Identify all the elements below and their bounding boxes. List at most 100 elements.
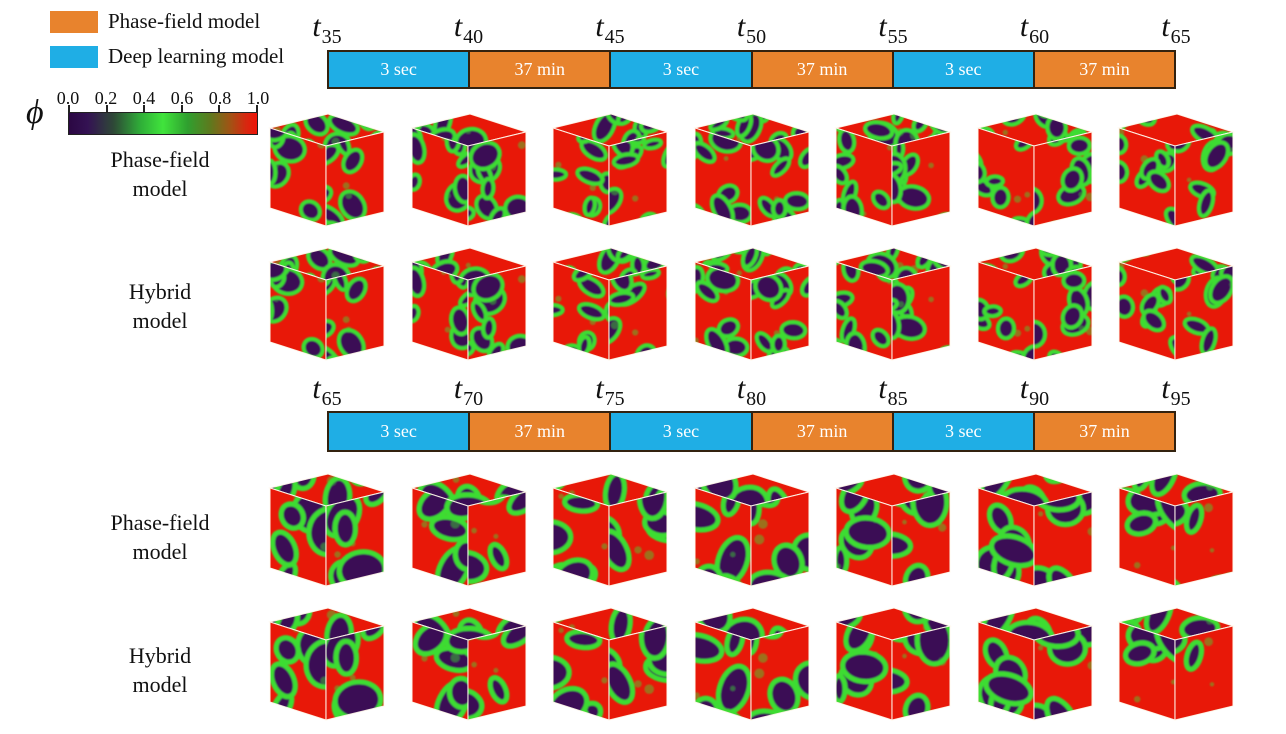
- timeline-segment-label: 37 min: [514, 59, 566, 79]
- time-variable: t: [736, 372, 746, 405]
- timeline-segment-37min: 37 min: [750, 413, 892, 450]
- timeline-segment-37min: 37 min: [468, 413, 610, 450]
- colorbar-tick-label: 0.4: [132, 88, 156, 108]
- cube-phase-field-t75: [550, 473, 670, 587]
- timeline-segment-label: 37 min: [1079, 59, 1130, 79]
- time-label-t35: t35: [312, 12, 341, 48]
- cube-hybrid-t35: [267, 247, 387, 361]
- cube-phase-field-t65: [267, 473, 387, 587]
- time-subscript: 50: [746, 26, 767, 48]
- cube-left-face: [270, 128, 326, 226]
- time-subscript: 65: [1170, 26, 1191, 48]
- colorbar-gradient-bar: [68, 112, 258, 135]
- timeline-segment-label: 37 min: [796, 59, 848, 79]
- timeline-segment-37min: 37 min: [1032, 52, 1175, 87]
- timeline-segment-label: 3 sec: [945, 421, 982, 441]
- cube-hybrid-t65: [1116, 247, 1236, 361]
- cube-phase-field-t60: [975, 113, 1094, 227]
- cube-phase-field-t50: [692, 113, 811, 227]
- colorbar-tick-labels: 0.0 0.2 0.4 0.6 0.8 1.0: [57, 88, 270, 108]
- cube-left-face: [977, 262, 1034, 360]
- colorbar-tick-label: 0.6: [170, 88, 194, 108]
- cube-left-face: [1119, 262, 1175, 360]
- time-variable: t: [736, 10, 746, 43]
- time-label-t40: t40: [454, 12, 484, 48]
- cube-hybrid-t45: [550, 247, 670, 361]
- colorbar-tick-mark: [105, 105, 108, 112]
- cube-left-face: [836, 622, 892, 720]
- cube-right-face: [892, 266, 950, 360]
- time-subscript: 65: [321, 388, 342, 410]
- colorbar-tick-mark: [143, 105, 146, 112]
- cube-phase-field-t85: [833, 473, 953, 587]
- time-label-t50: t50: [736, 10, 767, 48]
- cube-left-face: [836, 488, 892, 586]
- time-label-t70: t70: [454, 374, 484, 410]
- timeline-segment-3sec: 3 sec: [609, 52, 751, 87]
- timeline-segment-label: 37 min: [796, 421, 848, 441]
- cube-hybrid-t70: [409, 607, 528, 721]
- cube-phase-field-t70: [409, 473, 528, 587]
- cube-hybrid-t60: [975, 247, 1094, 361]
- timeline-segment-3sec: 3 sec: [891, 413, 1033, 450]
- cube-phase-field-t95: [1116, 473, 1236, 587]
- time-subscript: 60: [1029, 26, 1050, 48]
- phi-symbol: ϕ: [26, 94, 44, 131]
- time-label-t60: t60: [1020, 12, 1050, 48]
- time-label-t85: t85: [878, 372, 907, 410]
- colorbar-tick-mark: [68, 105, 70, 112]
- row-label-hybrid: Hybrid model: [128, 278, 192, 333]
- legend-swatch-deep-learning: [50, 45, 98, 68]
- cube-hybrid-t80: [692, 607, 811, 721]
- cube-hybrid-t95: [1116, 607, 1236, 721]
- timeline-segment-3sec: 3 sec: [891, 52, 1033, 87]
- timeline-segment-label: 37 min: [514, 421, 566, 441]
- cube-right-face: [326, 132, 384, 226]
- timeline-segment-label: 3 sec: [945, 59, 982, 79]
- legend-item-label: Deep learning model: [108, 44, 285, 68]
- colorbar-tick-mark: [218, 105, 221, 112]
- time-variable: t: [878, 10, 887, 43]
- timeline-segment-label: 3 sec: [380, 59, 417, 79]
- cube-right-face: [467, 266, 526, 360]
- cube-phase-field-t55: [833, 113, 953, 227]
- cube-hybrid-t40: [409, 247, 528, 361]
- cube-hybrid-t55: [833, 247, 953, 361]
- colorbar-tick-marks: [68, 105, 258, 112]
- time-subscript: 45: [604, 26, 625, 48]
- time-subscript: 70: [463, 388, 484, 410]
- time-subscript: 40: [463, 26, 484, 48]
- time-variable: t: [595, 372, 604, 405]
- cube-phase-field-t45: [550, 113, 670, 227]
- time-variable: t: [1161, 372, 1170, 405]
- cube-hybrid-t90: [975, 607, 1094, 721]
- legend-swatch-phase-field: [50, 10, 98, 33]
- colorbar-tick-mark: [180, 105, 183, 112]
- cube-phase-field-t40: [409, 113, 528, 227]
- timeline-segment-3sec: 3 sec: [329, 52, 469, 87]
- cube-left-face: [836, 262, 892, 360]
- row-label-phase-field: Phase-field model: [110, 146, 210, 201]
- cube-right-face: [750, 266, 809, 360]
- time-variable: t: [878, 372, 887, 405]
- cube-left-face: [411, 262, 468, 360]
- timeline-segment-label: 37 min: [1079, 421, 1130, 441]
- time-subscript: 55: [887, 26, 908, 48]
- time-label-t80: t80: [736, 372, 766, 410]
- cube-hybrid-t50: [692, 247, 811, 361]
- cube-hybrid-t75: [550, 607, 670, 721]
- model-runtime-legend: Phase-field model Deep learning model: [50, 9, 350, 71]
- cube-phase-field-t90: [975, 473, 1094, 587]
- colorbar-tick-label: 0.8: [208, 88, 232, 108]
- cube-right-face: [1033, 132, 1092, 226]
- timeline-segment-label: 3 sec: [662, 59, 700, 79]
- time-variable: t: [1019, 372, 1029, 405]
- time-label-t75: t75: [595, 372, 624, 410]
- cube-left-face: [270, 622, 326, 720]
- time-label-t90: t90: [1019, 372, 1049, 410]
- timeline-segment-3sec: 3 sec: [609, 413, 751, 450]
- time-variable: t: [1161, 10, 1170, 43]
- legend-item-deep-learning: Deep learning model: [50, 44, 284, 69]
- cube-right-face: [892, 132, 950, 226]
